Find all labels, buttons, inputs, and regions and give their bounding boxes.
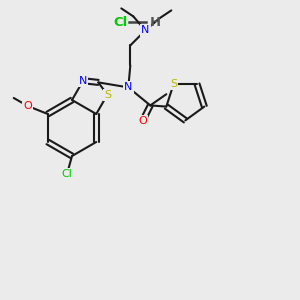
Text: Cl: Cl (114, 16, 128, 28)
Text: N: N (79, 76, 87, 86)
Text: Cl: Cl (61, 169, 72, 179)
Text: N: N (124, 82, 133, 92)
Text: S: S (104, 90, 111, 100)
Text: O: O (138, 116, 147, 126)
Text: S: S (170, 79, 177, 89)
Text: N: N (141, 26, 149, 35)
Text: H: H (150, 16, 161, 28)
Text: O: O (23, 101, 32, 111)
